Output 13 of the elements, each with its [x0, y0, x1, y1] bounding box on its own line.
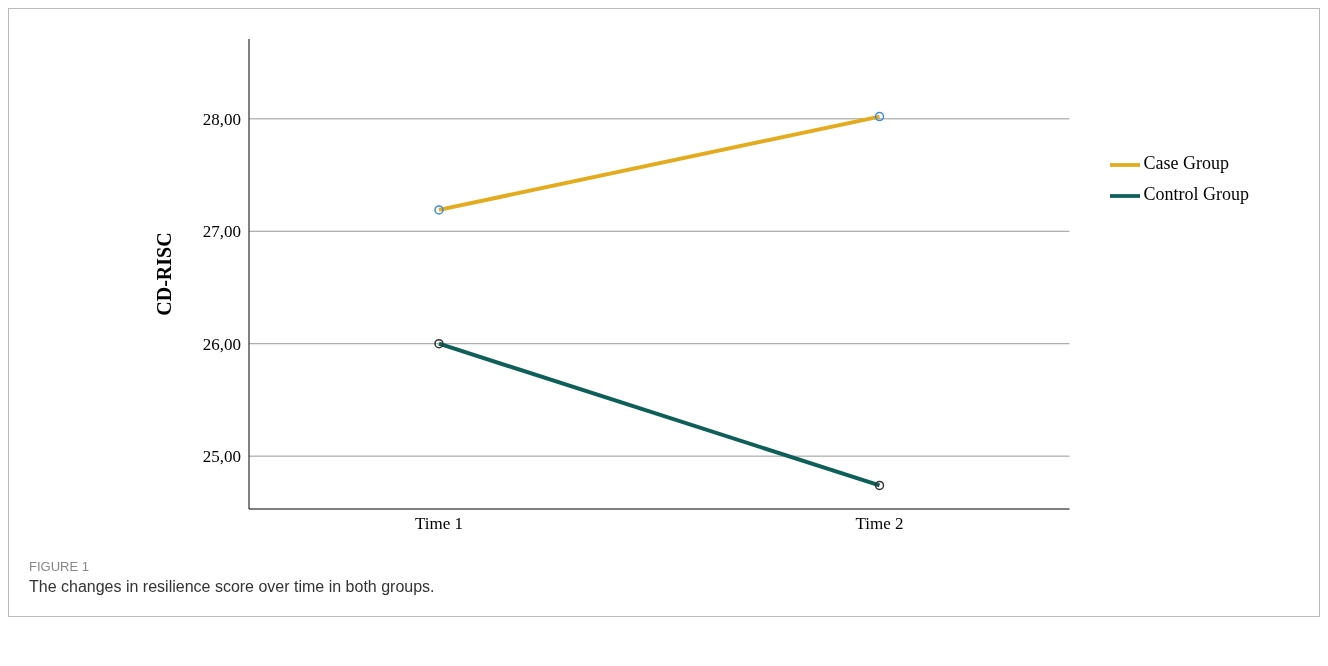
y-tick-label: 26,00 [202, 334, 241, 354]
y-tick-label: 28,00 [202, 109, 241, 129]
x-tick-label: Time 2 [855, 514, 904, 534]
point [434, 338, 444, 349]
text: The changes in resilience score over time in both groups. [29, 578, 436, 596]
caption: FIGURE 1 [29, 559, 90, 574]
y-tick-label: 27,00 [202, 222, 241, 242]
legend-label: Case Group [1143, 153, 1229, 173]
legend-label: Control Group [1143, 183, 1249, 204]
y-tick-label: 25,00 [202, 447, 241, 467]
x-tick-label: Time 1 [414, 514, 464, 534]
y-axis-title: CD-RISC [153, 232, 176, 316]
point [874, 480, 885, 491]
